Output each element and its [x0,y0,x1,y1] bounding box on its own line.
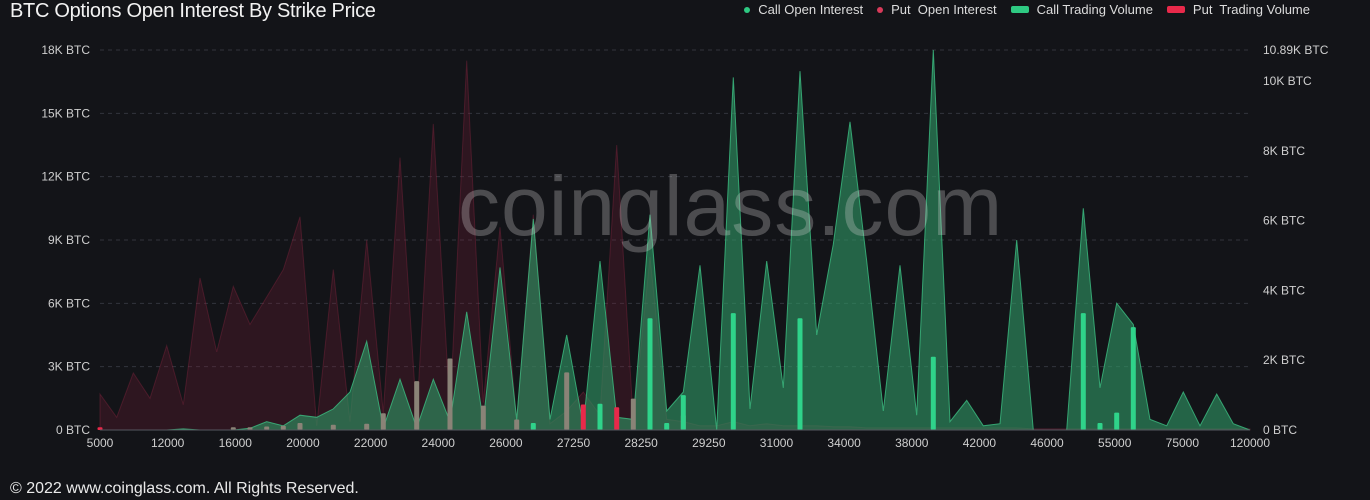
other-volume-bar [330,424,336,430]
x-axis-tick-label: 16000 [219,436,253,450]
other-volume-bar [514,419,520,430]
right-axis-tick-label: 10K BTC [1263,74,1312,88]
call-volume-bar [1097,423,1103,430]
other-volume-bar [230,427,236,430]
call-volume-bar [730,313,736,430]
put-volume-bar [614,407,620,430]
other-volume-bar [414,381,420,430]
x-axis-tick-label: 5000 [87,436,114,450]
x-axis-tick-label: 31000 [760,436,794,450]
legend-marker-call-volume [1010,6,1029,13]
call-volume-bar [680,395,686,430]
left-axis-tick-label: 12K BTC [41,170,90,184]
left-axis-tick-label: 3K BTC [48,360,90,374]
left-axis-tick-label: 6K BTC [48,296,90,310]
x-axis-tick-label: 29250 [692,436,726,450]
call-volume-bar [597,403,603,430]
other-volume-bar [247,427,253,430]
right-axis-tick-label: 4K BTC [1263,283,1305,297]
legend-item-call-oi[interactable]: Call Open Interest [744,2,863,17]
legend: Call Open Interest Put Open Interest Cal… [744,2,1310,17]
chart-title: BTC Options Open Interest By Strike Pric… [10,0,376,22]
right-axis-tick-label: 10.89K BTC [1263,43,1329,57]
legend-marker-put-volume [1166,6,1185,13]
legend-label-call-volume: Call Trading Volume [1036,2,1153,17]
other-volume-bar [447,358,453,430]
copyright-footer: © 2022 www.coinglass.com. All Rights Res… [10,480,359,497]
legend-marker-call-oi [744,6,751,13]
other-volume-bar [264,426,270,430]
x-axis-tick-label: 46000 [1030,436,1064,450]
call-volume-bar [1130,327,1136,430]
put-volume-bar [580,404,586,430]
x-axis-tick-label: 27250 [557,436,591,450]
left-axis-tick-label: 15K BTC [41,106,90,120]
right-axis-tick-label: 0 BTC [1263,423,1297,437]
legend-item-put-oi[interactable]: Put Open Interest [877,2,997,17]
x-axis-tick-label: 34000 [827,436,861,450]
x-axis-tick-label: 24000 [422,436,456,450]
legend-item-call-volume[interactable]: Call Trading Volume [1010,2,1153,17]
x-axis-tick-label: 75000 [1166,436,1200,450]
other-volume-bar [630,398,636,430]
legend-label-put-oi: Put Open Interest [891,2,997,17]
other-volume-bar [280,425,286,430]
x-axis-tick-label: 20000 [286,436,320,450]
x-axis-tick-label: 38000 [895,436,929,450]
other-volume-bar [297,423,303,430]
x-axis-tick-label: 22000 [354,436,388,450]
other-volume-bar [480,405,486,430]
x-axis-tick-label: 26000 [489,436,523,450]
right-axis-tick-label: 2K BTC [1263,353,1305,367]
x-axis-tick-label: 120000 [1230,436,1270,450]
left-axis-tick-label: 0 BTC [56,423,90,437]
legend-label-call-oi: Call Open Interest [758,2,864,17]
call-volume-bar [530,423,536,430]
call-volume-bar [1114,412,1120,430]
call-volume-bar [797,318,803,430]
other-volume-bar [380,413,386,430]
left-axis-tick-label: 9K BTC [48,233,90,247]
legend-marker-put-oi [877,6,884,13]
put-volume-bar [97,427,103,430]
right-axis-tick-label: 8K BTC [1263,144,1305,158]
x-axis-tick-label: 55000 [1098,436,1132,450]
legend-item-put-volume[interactable]: Put Trading Volume [1166,2,1310,17]
call-volume-bar [647,318,653,430]
legend-label-put-volume: Put Trading Volume [1192,2,1310,17]
call-volume-bar [664,423,670,430]
right-axis-tick-label: 6K BTC [1263,214,1305,228]
x-axis-tick-label: 12000 [151,436,185,450]
other-volume-bar [564,372,570,430]
x-axis-tick-label: 42000 [963,436,997,450]
call-volume-bar [1080,313,1086,430]
x-axis-tick-label: 28250 [624,436,658,450]
call-volume-bar [930,356,936,430]
other-volume-bar [364,423,370,430]
left-axis-tick-label: 18K BTC [41,43,90,57]
